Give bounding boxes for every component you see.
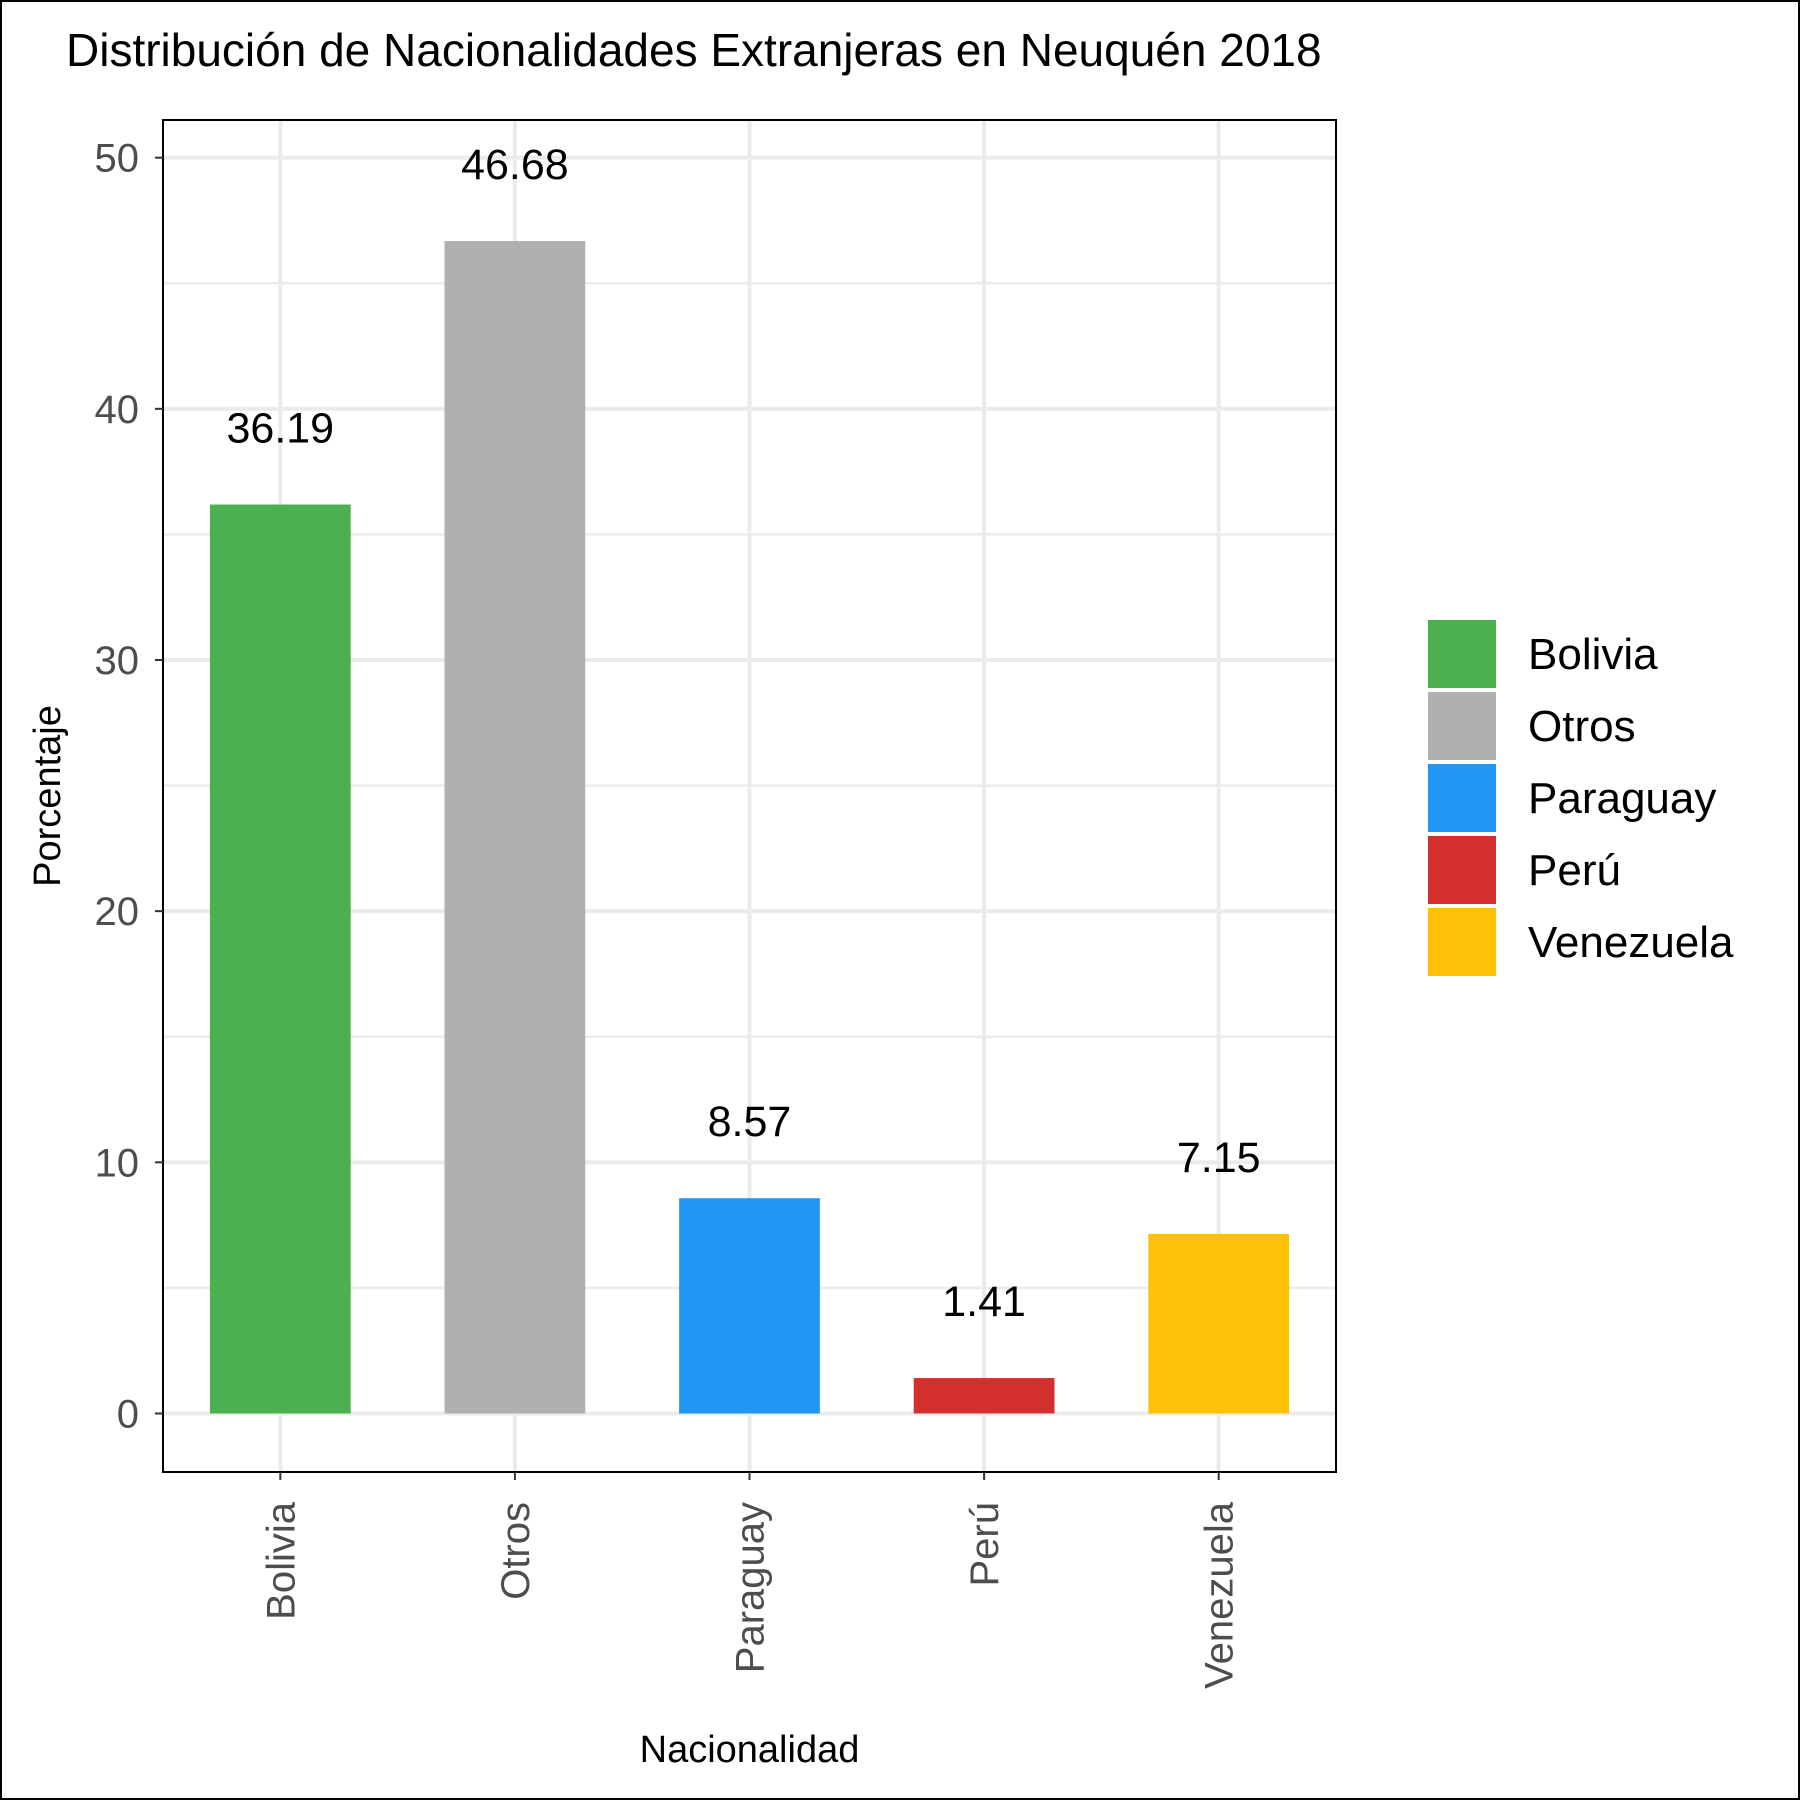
chart-title: Distribución de Nacionalidades Extranjer… [66, 24, 1322, 76]
legend-key [1428, 620, 1496, 688]
y-tick-label: 40 [95, 388, 140, 432]
x-axis: Bolivia Otros Paraguay Perú Venezuela [259, 1472, 1242, 1689]
legend-label: Otros [1528, 702, 1636, 751]
bar-otros [444, 241, 586, 1414]
legend-label: Perú [1528, 846, 1621, 895]
legend: Bolivia Otros Paraguay Perú Venezuela [1428, 620, 1734, 976]
x-tick-label: Paraguay [729, 1502, 773, 1673]
y-tick-label: 10 [95, 1141, 140, 1185]
bar-paraguay [679, 1198, 820, 1414]
value-label: 7.15 [1177, 1134, 1261, 1182]
x-axis-title: Nacionalidad [640, 1729, 860, 1771]
legend-key [1428, 836, 1496, 904]
legend-key [1428, 692, 1496, 760]
y-axis-title: Porcentaje [27, 705, 69, 887]
legend-label: Paraguay [1528, 774, 1716, 823]
legend-key [1428, 908, 1496, 976]
x-tick-label: Bolivia [259, 1501, 303, 1620]
value-labels-layer: 36.19 46.68 8.57 1.41 7.15 [226, 141, 1260, 1326]
y-tick-label: 20 [95, 890, 140, 934]
value-label: 46.68 [461, 141, 569, 189]
value-label: 36.19 [226, 405, 334, 453]
x-tick-label: Otros [494, 1502, 538, 1600]
y-tick-label: 30 [95, 639, 140, 683]
legend-label: Venezuela [1528, 918, 1734, 967]
y-tick-label: 0 [117, 1392, 139, 1436]
legend-label: Bolivia [1528, 630, 1658, 679]
value-label: 8.57 [708, 1098, 792, 1146]
value-label: 1.41 [942, 1278, 1026, 1326]
y-tick-label: 50 [95, 137, 140, 181]
y-axis: 0 10 20 30 40 50 [95, 137, 163, 1436]
x-tick-label: Venezuela [1198, 1501, 1242, 1689]
bars-layer [209, 241, 1290, 1414]
bar-bolivia [209, 504, 351, 1414]
x-tick-label: Perú [963, 1502, 1007, 1587]
bar-per- [913, 1378, 1055, 1414]
legend-key [1428, 764, 1496, 832]
bar-venezuela [1148, 1233, 1290, 1414]
